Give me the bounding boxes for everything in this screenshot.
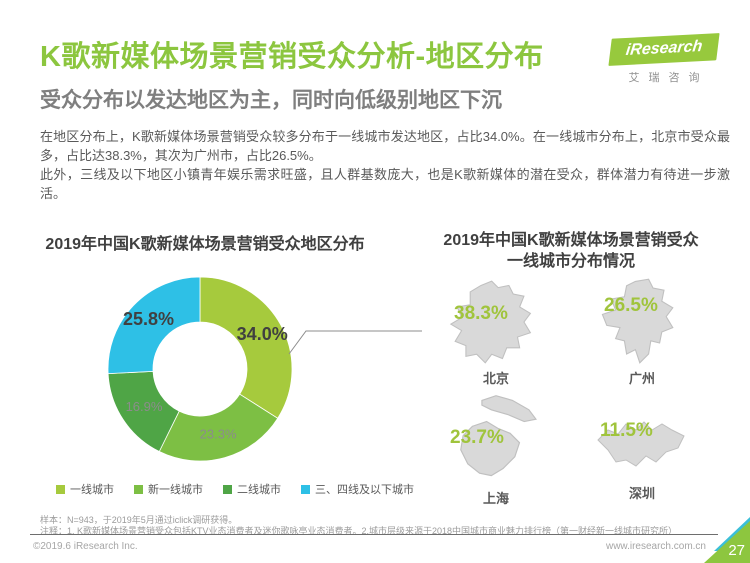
iresearch-logo-mark: iResearch [608, 33, 720, 66]
beijing-map-icon [449, 280, 532, 364]
beijing-label: 北京 [482, 371, 509, 386]
legend-label: 新一线城市 [148, 484, 203, 496]
donut-slice-label-2: 16.9% [126, 399, 163, 414]
callout-line [288, 330, 422, 355]
page-subtitle: 受众分布以发达地区为主，同时向低级别地区下沉 [40, 89, 502, 112]
city-stat-beijing: 38.3% 北京 [428, 279, 564, 387]
city-stat-shanghai: 23.7% 上海 [428, 391, 564, 507]
footnotes: 样本：N=943，于2019年5月通过iclick调研获得。 注释：1. K歌新… [40, 515, 700, 536]
city-chart-title-line1: 2019年中国K歌新媒体场景营销受众 [443, 232, 699, 249]
intro-paragraphs: 在地区分布上，K歌新媒体场景营销受众较多分布于一线城市发达地区，占比34.0%。… [40, 127, 730, 203]
guangzhou-percentage: 26.5% [604, 295, 658, 316]
legend-swatch-icon [223, 484, 232, 494]
intro-paragraph-2: 此外，三线及以下地区小镇青年娱乐需求旺盛，且人群基数庞大，也是K歌新媒体的潜在受… [40, 167, 730, 201]
donut-slice-label-3: 25.8% [123, 309, 174, 329]
footer-divider [30, 534, 718, 535]
legend-swatch-icon [301, 484, 310, 494]
page-title: K歌新媒体场景营销受众分析-地区分布 [40, 41, 544, 73]
iresearch-logo: iResearch 艾瑞咨询 [608, 33, 720, 85]
donut-slice-label-1: 23.3% [200, 427, 237, 442]
legend-item-3: 三、四线及以下城市 [301, 481, 414, 497]
shanghai-label: 上海 [482, 491, 509, 506]
shanghai-map-icon [460, 395, 537, 477]
legend-label: 二线城市 [237, 484, 281, 496]
donut-legend: 一线城市 新一线城市 二线城市 三、四线及以下城市 [56, 481, 486, 497]
legend-label: 三、四线及以下城市 [315, 484, 414, 496]
legend-label: 一线城市 [70, 484, 114, 496]
guangzhou-label: 广州 [628, 371, 655, 386]
guangzhou-map-icon [601, 278, 674, 364]
shanghai-percentage: 23.7% [450, 427, 504, 448]
shenzhen-percentage: 11.5% [600, 420, 653, 441]
website-link[interactable]: www.iresearch.com.cn [605, 541, 706, 552]
legend-item-2: 二线城市 [223, 481, 281, 497]
legend-swatch-icon [134, 484, 143, 494]
city-chart-title: 2019年中国K歌新媒体场景营销受众 一线城市分布情况 [415, 230, 727, 272]
legend-swatch-icon [56, 484, 65, 494]
legend-item-1: 新一线城市 [134, 481, 203, 497]
city-stat-shenzhen: 11.5% 深圳 [574, 400, 710, 502]
city-stat-guangzhou: 26.5% 广州 [574, 277, 710, 387]
donut-chart: 34.0% 23.3% 16.9% 25.8% [107, 276, 293, 462]
shenzhen-label: 深圳 [628, 486, 655, 501]
page-number: 27 [728, 542, 745, 559]
iresearch-logo-chinese: 艾瑞咨询 [628, 72, 709, 84]
donut-slice-3 [107, 276, 201, 375]
donut-chart-title: 2019年中国K歌新媒体场景营销受众地区分布 [45, 236, 365, 253]
sample-note: 样本：N=943，于2019年5月通过iclick调研获得。 [40, 515, 238, 525]
city-chart-title-line2: 一线城市分布情况 [506, 253, 635, 270]
copyright-text: ©2019.6 iResearch Inc. [33, 541, 138, 552]
shenzhen-map-icon [597, 421, 685, 467]
intro-paragraph-1: 在地区分布上，K歌新媒体场景营销受众较多分布于一线城市发达地区，占比34.0%。… [40, 129, 730, 163]
donut-slice-label-0: 34.0% [237, 324, 288, 344]
legend-item-0: 一线城市 [56, 481, 114, 497]
annotation-note: 注释：1. K歌新媒体场景营销受众包括KTV业态消费者及迷你歌咏亭业态消费者。2… [40, 525, 678, 536]
beijing-percentage: 38.3% [454, 303, 508, 324]
donut-slice-0 [199, 276, 293, 419]
